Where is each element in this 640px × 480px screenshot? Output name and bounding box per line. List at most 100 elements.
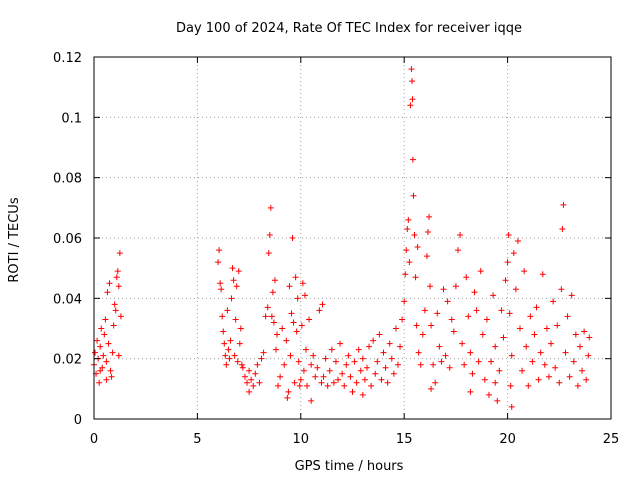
data-point [523,343,530,350]
data-point [469,370,476,377]
data-points [91,66,593,410]
data-point [490,292,497,299]
data-point [283,337,290,344]
data-point [384,379,391,386]
data-point [296,382,303,389]
data-point [446,364,453,371]
y-tick-label: 0.02 [53,353,82,368]
data-point [274,331,281,338]
data-point [519,367,526,374]
data-point [409,156,416,163]
data-point [424,228,431,235]
tick-labels: 0 5 10 15 20 25 0 0.02 0.04 0.06 0.08 0.1 0.12 [53,51,619,447]
data-point [483,316,490,323]
data-point [314,364,321,371]
data-point [97,343,104,350]
data-point [372,370,379,377]
data-point [539,271,546,278]
data-point [293,328,300,335]
data-point [225,346,232,353]
data-point [228,295,235,302]
data-point [376,331,383,338]
data-point [322,355,329,362]
data-point [560,201,567,208]
data-point [98,325,105,332]
data-point [401,298,408,305]
data-point [279,325,286,332]
data-point [272,346,279,353]
data-point [440,286,447,293]
data-point [101,331,108,338]
data-point [300,367,307,374]
data-point [508,403,515,410]
data-point [284,394,291,401]
data-point [229,265,236,272]
data-point [275,382,282,389]
data-point [574,382,581,389]
x-tick-label: 15 [396,432,413,447]
data-point [463,274,470,281]
data-point [496,367,503,374]
data-point [97,367,104,374]
data-point [112,307,119,314]
data-point [461,361,468,368]
y-tick-label: 0.12 [53,51,82,66]
data-point [277,373,284,380]
data-point [550,298,557,305]
data-point [586,334,593,341]
data-point [355,346,362,353]
data-point [525,382,532,389]
data-point [394,361,401,368]
data-point [415,349,422,356]
data-point [488,358,495,365]
data-point [543,325,550,332]
data-point [233,283,240,290]
data-point [390,370,397,377]
data-point [492,343,499,350]
data-point [459,340,466,347]
data-point [269,289,276,296]
data-point [359,391,366,398]
data-point [109,349,116,356]
data-point [428,322,435,329]
data-point [370,337,377,344]
data-point [572,331,579,338]
data-point [413,322,420,329]
data-point [92,349,99,356]
data-point [271,277,278,284]
data-point [436,343,443,350]
data-point [392,325,399,332]
data-point [548,340,555,347]
data-point [254,361,261,368]
data-point [258,355,265,362]
data-point [308,397,315,404]
data-point [286,283,293,290]
data-point [403,247,410,254]
data-point [215,259,222,266]
data-point [295,358,302,365]
data-point [237,325,244,332]
data-point [288,310,295,317]
data-point [292,274,299,281]
data-point [378,376,385,383]
data-point [419,331,426,338]
data-point [353,379,360,386]
data-point [94,337,101,344]
data-point [226,355,233,362]
grid-lines [94,57,611,419]
data-point [471,289,478,296]
data-point [335,376,342,383]
y-tick-label: 0.08 [53,172,82,187]
data-point [241,373,248,380]
data-point [475,358,482,365]
data-point [473,307,480,314]
data-point [498,307,505,314]
data-point [103,376,110,383]
data-point [220,328,227,335]
data-point [564,313,571,320]
x-tick-label: 0 [90,432,98,447]
axis-ticks [93,56,612,420]
data-point [244,379,251,386]
data-point [306,316,313,323]
data-point [380,349,387,356]
